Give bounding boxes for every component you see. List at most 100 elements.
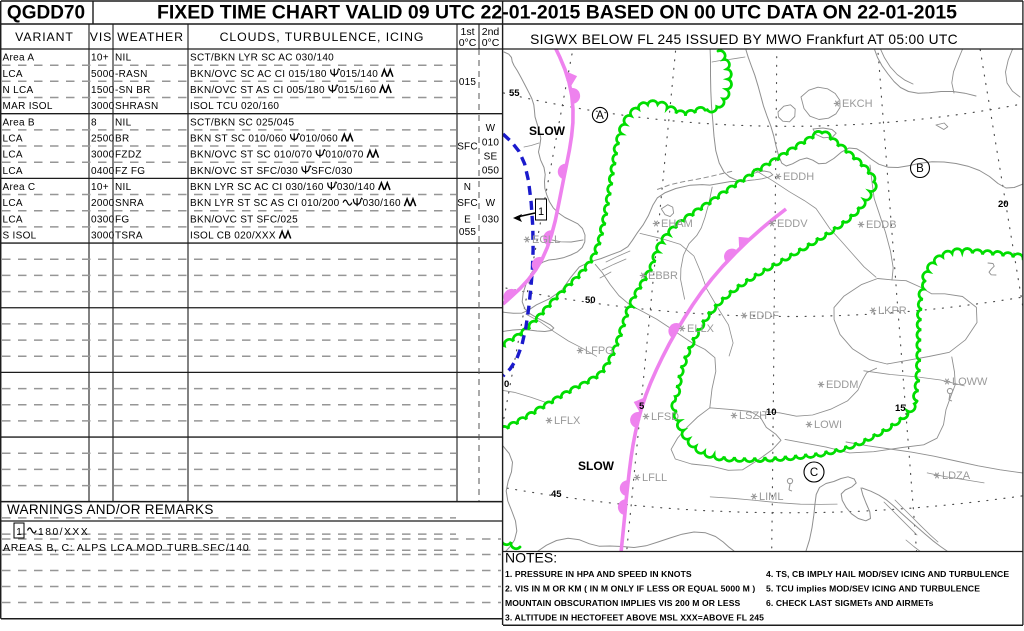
svg-text:SIGWX BELOW FL 245 ISSUED BY M: SIGWX BELOW FL 245 ISSUED BY MWO Frankfu… bbox=[530, 32, 958, 47]
svg-text:FZDZ: FZDZ bbox=[115, 150, 142, 161]
svg-text:8: 8 bbox=[91, 117, 97, 128]
svg-text:W: W bbox=[486, 198, 496, 209]
svg-text:EBBR: EBBR bbox=[648, 270, 678, 282]
svg-text:N LCA: N LCA bbox=[3, 85, 34, 96]
svg-text:FIXED TIME CHART VALID 09 UTC: FIXED TIME CHART VALID 09 UTC 22-01-2015… bbox=[157, 2, 957, 24]
svg-text:CLOUDS, TURBULENCE, ICING: CLOUDS, TURBULENCE, ICING bbox=[220, 30, 425, 44]
svg-text:SNRA: SNRA bbox=[115, 198, 144, 209]
svg-text:EDDH: EDDH bbox=[783, 171, 814, 183]
svg-text:EDDM: EDDM bbox=[826, 379, 858, 391]
svg-text:010: 010 bbox=[482, 138, 500, 149]
svg-text:BR: BR bbox=[115, 133, 130, 144]
svg-text:1: 1 bbox=[16, 527, 22, 538]
svg-text:Area A: Area A bbox=[3, 53, 35, 64]
svg-text:E: E bbox=[464, 214, 471, 225]
svg-text:NIL: NIL bbox=[115, 182, 132, 193]
svg-text:1: 1 bbox=[538, 206, 544, 218]
svg-text:45: 45 bbox=[551, 489, 562, 500]
svg-text:BKN/OVC ST SFC/030: BKN/OVC ST SFC/030 bbox=[190, 166, 298, 177]
svg-text:10: 10 bbox=[766, 407, 777, 418]
svg-text:BKN LYR ST SC AS CI 010/200: BKN LYR ST SC AS CI 010/200 bbox=[190, 198, 340, 209]
svg-text:SFC/030: SFC/030 bbox=[311, 166, 353, 177]
svg-text:BKN/OVC SC AC CI 015/180: BKN/OVC SC AC CI 015/180 bbox=[190, 69, 327, 80]
svg-text:EDDV: EDDV bbox=[777, 218, 808, 230]
svg-text:ELLX: ELLX bbox=[687, 323, 715, 335]
svg-text:010/060: 010/060 bbox=[300, 133, 338, 144]
svg-text:1. PRESSURE IN HPA AND SPEED I: 1. PRESSURE IN HPA AND SPEED IN KNOTS bbox=[505, 569, 692, 579]
svg-text:LOWW: LOWW bbox=[952, 376, 988, 388]
svg-text:LDZA: LDZA bbox=[942, 470, 971, 482]
svg-text:LOWI: LOWI bbox=[814, 419, 842, 431]
svg-text:QGDD70: QGDD70 bbox=[7, 3, 85, 24]
svg-text:S ISOL: S ISOL bbox=[3, 230, 37, 241]
svg-text:SLOW: SLOW bbox=[529, 124, 566, 138]
svg-text:BKN/OVC ST SC 010/070: BKN/OVC ST SC 010/070 bbox=[190, 150, 312, 161]
svg-text:Area C: Area C bbox=[3, 182, 36, 193]
svg-text:A: A bbox=[596, 110, 604, 122]
svg-text:180/XXX: 180/XXX bbox=[38, 527, 89, 538]
svg-text:ISOL TCU 020/160: ISOL TCU 020/160 bbox=[190, 101, 279, 112]
svg-text:MAR ISOL: MAR ISOL bbox=[3, 101, 53, 112]
svg-text:NIL: NIL bbox=[115, 53, 132, 64]
svg-text:Area B: Area B bbox=[3, 117, 35, 128]
svg-text:LFLX: LFLX bbox=[554, 415, 581, 427]
svg-text:ISOL CB 020/XXX: ISOL CB 020/XXX bbox=[190, 230, 276, 241]
svg-text:VARIANT: VARIANT bbox=[15, 30, 74, 44]
svg-text:SLOW: SLOW bbox=[578, 459, 615, 473]
svg-text:SFC: SFC bbox=[457, 142, 478, 153]
svg-text:-RASN: -RASN bbox=[115, 69, 148, 80]
svg-text:030/160: 030/160 bbox=[363, 198, 401, 209]
svg-text:FZ FG: FZ FG bbox=[115, 166, 145, 177]
svg-text:LCA: LCA bbox=[3, 133, 23, 144]
svg-text:BKN/OVC ST AS CI 005/180: BKN/OVC ST AS CI 005/180 bbox=[190, 85, 325, 96]
svg-text:3. ALTITUDE IN HECTOFEET ABOVE: 3. ALTITUDE IN HECTOFEET ABOVE MSL XXX=A… bbox=[505, 613, 764, 623]
svg-text:6. CHECK LAST SIGMETs AND AIRM: 6. CHECK LAST SIGMETs AND AIRMETs bbox=[766, 598, 934, 608]
svg-text:0400: 0400 bbox=[91, 166, 115, 177]
svg-text:C: C bbox=[810, 467, 818, 479]
svg-text:EDDF: EDDF bbox=[749, 310, 779, 322]
svg-text:LCA: LCA bbox=[3, 69, 23, 80]
svg-text:3000: 3000 bbox=[91, 101, 115, 112]
svg-text:015: 015 bbox=[459, 77, 477, 88]
svg-text:50: 50 bbox=[585, 295, 596, 306]
svg-text:LFLL: LFLL bbox=[642, 472, 667, 484]
svg-text:W: W bbox=[486, 123, 496, 134]
svg-text:0: 0 bbox=[504, 379, 509, 390]
svg-text:-SN BR: -SN BR bbox=[115, 85, 151, 96]
svg-text:TSRA: TSRA bbox=[115, 230, 143, 241]
svg-text:0300: 0300 bbox=[91, 214, 115, 225]
svg-text:030/140: 030/140 bbox=[337, 182, 375, 193]
svg-text:EKCH: EKCH bbox=[842, 98, 873, 110]
svg-text:SHRASN: SHRASN bbox=[115, 101, 158, 112]
svg-text:3000: 3000 bbox=[91, 150, 115, 161]
svg-text:10+: 10+ bbox=[91, 53, 109, 64]
svg-text:010/070: 010/070 bbox=[325, 150, 363, 161]
svg-text:LKPR: LKPR bbox=[878, 305, 907, 317]
svg-text:VIS: VIS bbox=[90, 30, 113, 44]
svg-text:2500: 2500 bbox=[91, 133, 115, 144]
svg-text:LFPG: LFPG bbox=[585, 345, 614, 357]
svg-text:LCA: LCA bbox=[3, 198, 23, 209]
svg-text:WEATHER: WEATHER bbox=[117, 30, 184, 44]
svg-text:1st: 1st bbox=[460, 26, 474, 38]
svg-text:BKN ST SC 010/060: BKN ST SC 010/060 bbox=[190, 133, 287, 144]
svg-text:2000: 2000 bbox=[91, 198, 115, 209]
svg-text:B: B bbox=[916, 163, 924, 175]
svg-text:5: 5 bbox=[639, 401, 645, 412]
svg-text:EDDB: EDDB bbox=[866, 219, 897, 231]
svg-text:5000: 5000 bbox=[91, 69, 115, 80]
svg-text:4. TS, CB IMPLY HAIL MOD/SEV I: 4. TS, CB IMPLY HAIL MOD/SEV ICING AND T… bbox=[766, 569, 1009, 579]
svg-text:10+: 10+ bbox=[91, 182, 109, 193]
svg-text:1500: 1500 bbox=[91, 85, 115, 96]
svg-text:030: 030 bbox=[482, 214, 500, 225]
svg-text:LCA: LCA bbox=[3, 214, 23, 225]
svg-text:BKN LYR SC AC CI 030/160: BKN LYR SC AC CI 030/160 bbox=[190, 182, 324, 193]
svg-text:20: 20 bbox=[998, 199, 1009, 210]
svg-text:NIL: NIL bbox=[115, 117, 132, 128]
svg-text:WARNINGS AND/OR REMARKS: WARNINGS AND/OR REMARKS bbox=[7, 502, 214, 517]
svg-text:MOUNTAIN OBSCURATION IMPLIES V: MOUNTAIN OBSCURATION IMPLIES VIS 200 M O… bbox=[505, 598, 741, 608]
svg-text:NOTES:: NOTES: bbox=[505, 550, 557, 566]
svg-text:N: N bbox=[464, 182, 471, 193]
svg-text:EGLL: EGLL bbox=[532, 234, 560, 246]
svg-text:FG: FG bbox=[115, 214, 130, 225]
